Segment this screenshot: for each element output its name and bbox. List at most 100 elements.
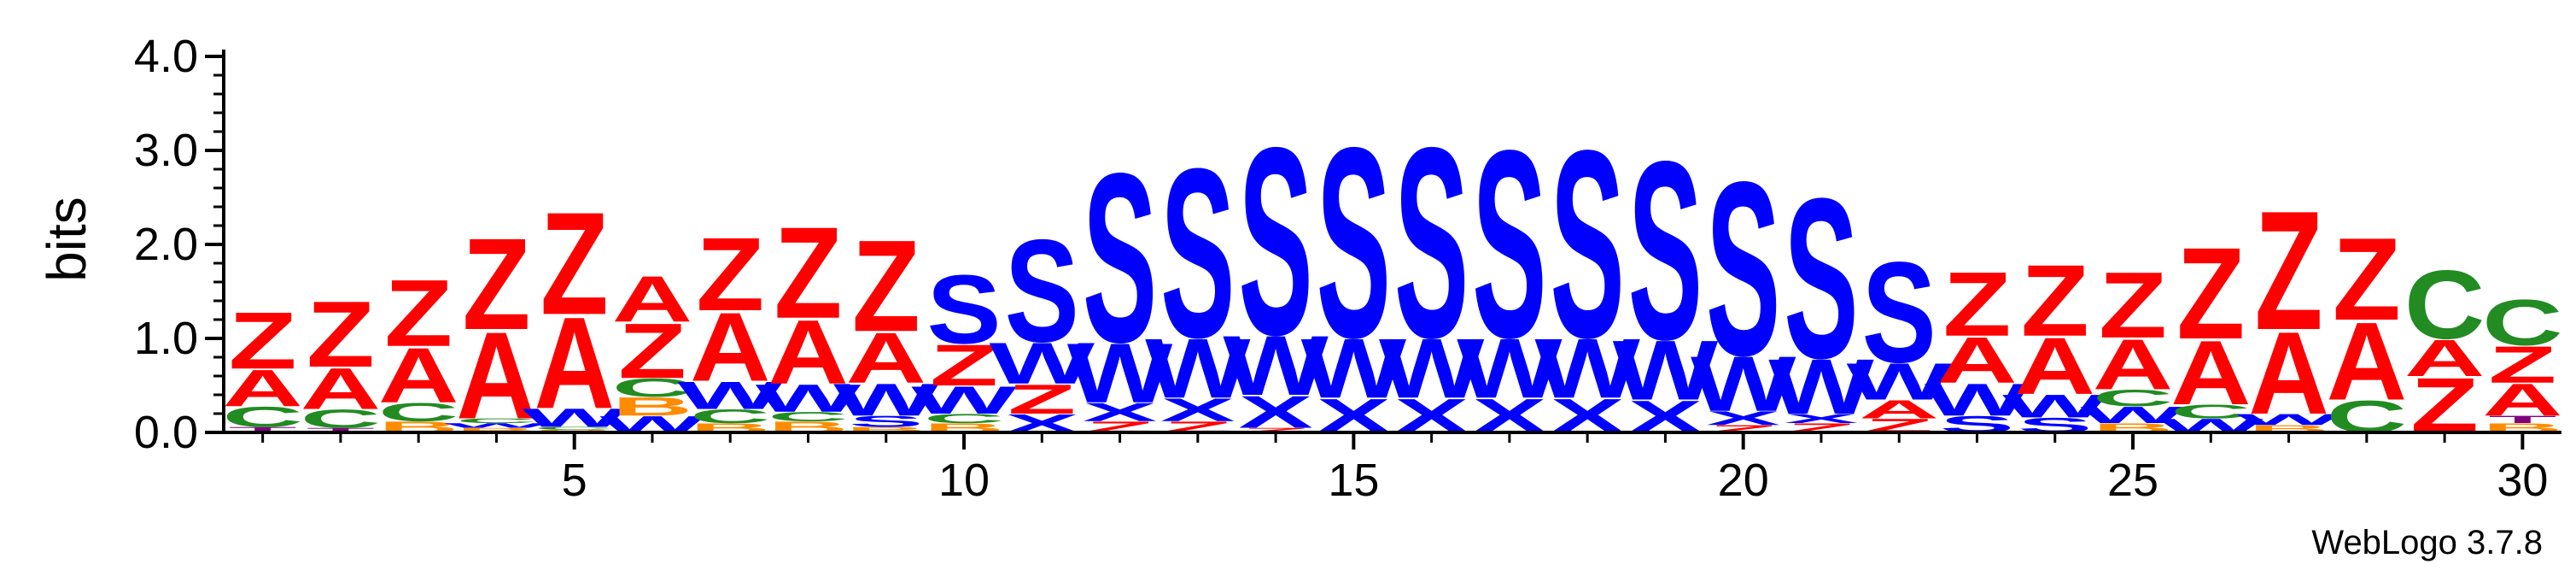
logo-glyph-w: W [1379, 320, 1485, 415]
logo-glyph-a: A [612, 262, 692, 336]
logo-glyph-s: S [1238, 91, 1312, 391]
logo-glyph-s: S [1083, 123, 1157, 393]
logo-glyph-z: Z [307, 282, 375, 387]
logo-glyph-s: S [1317, 91, 1391, 394]
logo-glyph-z: Z [1008, 376, 1076, 422]
logo-glyph-w: W [1067, 326, 1173, 420]
logo-glyph-z: Z [2021, 244, 2089, 357]
logo-glyph-w: W [1301, 320, 1407, 415]
logo-glyph-z: Z [696, 215, 764, 332]
logo-glyph-s: S [1628, 109, 1703, 393]
logo-glyph-a: A [690, 293, 770, 403]
logo-glyph-x: X [1784, 411, 1858, 426]
logo-glyphs: TCAZTCAZBCAZBWCAZBCWAZWBCZABCWAZBCWAZBSW… [222, 91, 2562, 449]
logo-glyph-w: W [911, 378, 1017, 421]
x-tick-label: 10 [938, 455, 990, 506]
logo-glyph-t: T [2488, 414, 2556, 426]
logo-glyph-x: X [1160, 392, 1235, 428]
logo-glyph-c: C [2482, 286, 2562, 360]
logo-glyph-w: W [2080, 402, 2187, 428]
x-tick-label: 30 [2497, 455, 2548, 506]
logo-glyph-s: S [1784, 150, 1858, 406]
logo-glyph-w: W [1534, 320, 1640, 415]
y-ticks: 0.0 1.0 2.0 3.0 4.0 [134, 31, 224, 458]
logo-glyph-a: A [2482, 375, 2562, 426]
y-tick-label: 3.0 [134, 125, 198, 176]
logo-glyph-c: C [2170, 401, 2251, 423]
logo-glyph-a: A [2170, 322, 2251, 424]
y-tick-label: 2.0 [134, 219, 198, 270]
logo-glyph-z: Z [852, 214, 920, 360]
logo-glyph-b: B [846, 426, 926, 434]
logo-glyph-c: C [690, 405, 770, 427]
logo-glyph-a: A [222, 359, 302, 417]
logo-glyph-s: S [849, 413, 923, 431]
logo-glyph-s: S [1160, 118, 1235, 388]
logo-glyph-b: B [612, 392, 692, 421]
logo-glyph-c: C [768, 409, 848, 424]
logo-glyph-w: W [1925, 375, 2030, 426]
logo-glyph-b: B [456, 426, 536, 434]
logo-glyph-w: W [833, 375, 939, 426]
logo-glyph-a: A [301, 356, 381, 422]
logo-glyph-w: W [2236, 411, 2343, 429]
y-tick-label: 4.0 [134, 31, 198, 82]
logo-glyph-c: C [534, 426, 614, 431]
x-tick-label: 20 [1718, 455, 1769, 506]
logo-glyph-s: S [926, 256, 1001, 365]
logo-glyph-c: C [378, 397, 459, 426]
logo-glyph-a: A [2248, 309, 2328, 439]
logo-glyph-w: W [990, 331, 1095, 397]
logo-glyph-s: S [1005, 209, 1079, 373]
logo-glyph-a: A [2093, 325, 2173, 404]
logo-glyph-c: C [924, 411, 1004, 426]
logo-glyph-a: A [2015, 321, 2095, 411]
logo-glyph-w: W [1223, 318, 1329, 413]
logo-glyph-c: C [2093, 385, 2173, 411]
logo-glyph-w: W [444, 422, 550, 430]
logo-glyph-w: W [1145, 320, 1251, 415]
logo-glyph-t: T [229, 426, 297, 434]
logo-glyph-w: W [1768, 343, 1874, 430]
logo-glyph-a: A [1936, 324, 2017, 397]
y-axis-label: bits [36, 197, 97, 282]
x-ticks: 5 10 15 20 25 30 [261, 432, 2548, 506]
logo-glyph-a: A [2404, 329, 2485, 387]
x-tick-label: 5 [562, 455, 587, 506]
logo-glyph-z: Z [2255, 175, 2323, 365]
logo-glyph-w: W [678, 373, 784, 417]
logo-glyph-x: X [1083, 397, 1157, 426]
logo-glyph-a: A [768, 302, 848, 403]
logo-glyph-z: Z [930, 332, 998, 398]
logo-glyph-a: A [846, 319, 926, 398]
logo-glyph-a: A [378, 332, 459, 419]
logo-glyph-c: C [2404, 250, 2485, 360]
weblogo-credit: WebLogo 3.7.8 [2311, 524, 2543, 561]
x-tick-label: 15 [1328, 455, 1379, 506]
logo-glyph-c: C [301, 404, 381, 433]
logo-glyph-a: A [2327, 299, 2407, 423]
logo-glyph-z: Z [774, 200, 843, 346]
logo-glyph-a: A [456, 307, 536, 445]
logo-glyph-s: S [1706, 130, 1780, 408]
y-tick-label: 1.0 [134, 313, 198, 364]
logo-glyph-z: Z [618, 307, 686, 394]
logo-glyph-z: Z [2488, 336, 2556, 394]
logo-glyph-c: C [222, 401, 302, 432]
logo-glyph-z: Z [384, 260, 453, 367]
y-tick-label: 0.0 [134, 407, 198, 458]
logo-glyph-z: Z [2099, 253, 2167, 358]
logo-glyph-z: Z [2176, 220, 2245, 367]
logo-glyph-x: X [1238, 387, 1312, 438]
x-tick-label: 25 [2107, 455, 2158, 506]
logo-glyph-s: S [1862, 232, 1936, 393]
logo-glyph-a: A [1859, 395, 1939, 424]
logo-glyph-w: W [756, 376, 862, 420]
logo-glyph-s: S [1394, 91, 1469, 394]
logo-glyph-z: Z [540, 182, 609, 345]
logo-glyph-z: Z [2333, 214, 2401, 345]
logo-glyph-x: X [1706, 407, 1780, 429]
axes: 0.0 1.0 2.0 3.0 4.0 5 10 15 20 25 30 [134, 31, 2561, 506]
logo-glyph-w: W [522, 403, 628, 432]
logo-glyph-w: W [1691, 340, 1796, 427]
